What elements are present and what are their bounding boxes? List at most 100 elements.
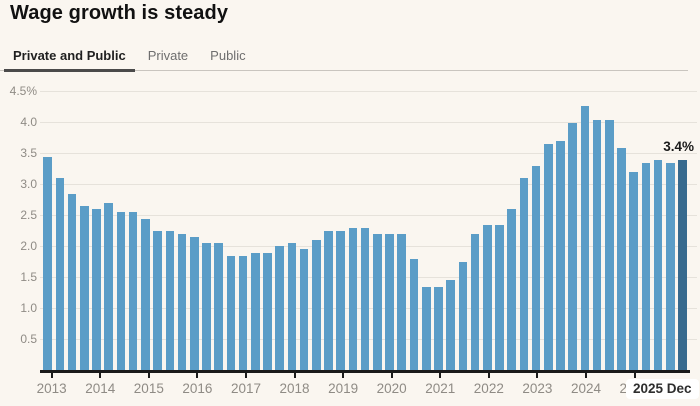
bar [568,122,578,370]
x-axis-tick [342,373,345,378]
y-axis-label: 1.0 [20,300,37,315]
bar [299,249,309,370]
bar [238,255,248,370]
tab-bar: Private and Public Private Public [0,40,688,72]
bar [629,172,639,370]
x-axis-year-label: 2024 [570,381,601,396]
bar [421,286,431,370]
y-axis-label: 2.5 [20,208,37,222]
bar [275,246,284,370]
x-axis-tick [99,373,102,378]
tab-public[interactable]: Public [210,47,246,63]
x-axis-year-label: 2019 [328,381,359,396]
x-axis-tick [196,373,199,378]
bar [373,234,382,370]
x-axis-year-label: 2016 [182,381,213,396]
x-axis-year-label: 2021 [425,381,456,396]
bar [641,162,651,370]
bar [409,258,419,370]
bar-highlighted [678,159,687,370]
bar [312,240,321,370]
bar [128,212,138,370]
x-axis-year-label: 2015 [133,381,164,396]
x-axis-year-label: 2018 [279,381,310,396]
bar [43,156,52,370]
gridline [40,184,697,186]
y-axis-label: 3.5 [20,146,37,161]
bar [507,209,516,370]
bar [519,178,529,370]
x-axis-tick [487,373,490,378]
latest-value-annotation: 3.4% [663,139,694,154]
x-axis-year-label: 2020 [376,381,407,396]
bar [544,144,553,370]
bar [189,237,199,370]
y-axis-label: 4.0 [20,115,37,130]
bar [116,212,126,370]
bar [250,252,260,370]
x-axis-tick [633,373,636,378]
bar [446,280,455,370]
y-axis-label: 4.5% [9,84,37,99]
bar [397,234,407,370]
tab-private[interactable]: Private [147,47,189,63]
bar [470,234,480,370]
bar [287,243,297,370]
bar [336,230,346,370]
bar [495,224,504,370]
gridline [40,153,697,155]
bar [556,141,565,370]
bar [592,119,602,370]
bar [67,193,77,370]
bar [202,243,211,370]
bar [92,209,101,370]
x-axis-year-label: 2014 [85,381,116,396]
chart-title: Wage growth is steady [10,2,229,24]
x-axis-tick [390,373,393,378]
y-axis-label: 2.0 [20,238,37,253]
bar [617,147,626,370]
bar [141,218,150,370]
x-axis-tick [147,373,150,378]
x-axis-year-label: 2013 [36,381,67,396]
bar [263,252,272,370]
tab-private-and-public[interactable]: Private and Public [4,40,135,72]
bar [666,162,675,370]
x-axis-tick [293,373,296,378]
bar [458,261,468,370]
x-axis-tick [50,373,53,378]
x-axis-tick [584,373,587,378]
y-axis-label: 0.5 [20,331,37,346]
gridline [40,215,697,216]
x-axis-tick [244,373,247,378]
bar [348,227,358,370]
y-axis-label: 3.0 [20,177,37,192]
bar [55,178,65,370]
x-axis-tick [536,373,539,378]
bar [324,230,333,370]
bar [214,243,223,370]
gridline [40,122,697,124]
bar [177,234,187,370]
bar [434,286,443,370]
bar [653,159,663,370]
bar [385,234,394,370]
x-axis-tick [439,373,442,378]
bar [80,206,89,370]
bar [104,203,114,370]
x-axis-line [40,370,690,373]
gridline [40,91,697,93]
x-axis-year-label: 2023 [522,381,553,396]
latest-period-label: 2025 Dec [626,379,699,399]
bar [226,255,236,370]
y-axis-label: 1.5 [20,269,37,284]
bar [360,227,370,370]
bar [531,166,541,370]
x-axis-year-label: 2017 [230,381,261,396]
bar [580,106,590,370]
bar [153,230,162,370]
x-axis-year-label: 2022 [473,381,504,396]
bar [165,230,175,370]
bar [605,119,614,370]
